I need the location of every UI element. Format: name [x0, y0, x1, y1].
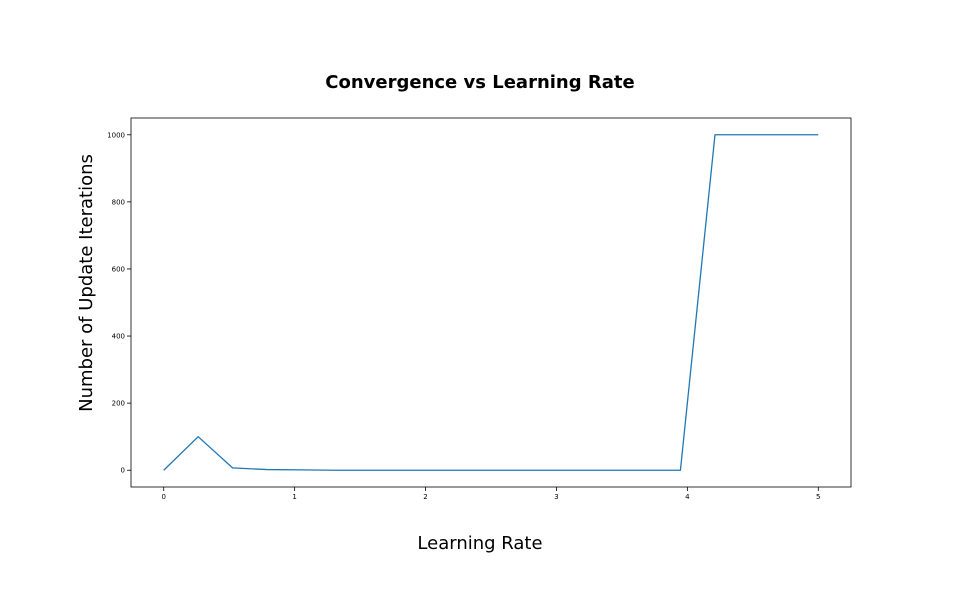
- x-tick-label: 0: [161, 493, 165, 501]
- y-tick-label: 0: [121, 467, 125, 475]
- y-axis-label: Number of Update Iterations: [76, 154, 97, 412]
- x-axis-label: Learning Rate: [417, 533, 542, 554]
- chart-title: Convergence vs Learning Rate: [325, 72, 634, 93]
- y-tick-label: 400: [112, 333, 125, 341]
- x-tick-label: 4: [685, 493, 690, 501]
- y-tick-label: 800: [112, 198, 125, 206]
- y-tick-label: 200: [112, 400, 125, 408]
- x-tick-label: 2: [423, 493, 427, 501]
- y-tick-label: 600: [112, 265, 125, 273]
- x-tick-label: 1: [292, 493, 296, 501]
- x-axis-ticks: 0 1 2 3 4 5: [161, 487, 821, 501]
- series-layer: [163, 134, 819, 471]
- y-tick-label: 1000: [107, 131, 125, 139]
- series-line-0: [163, 134, 819, 471]
- y-axis-ticks: 0 200 400 600 800 1000: [107, 131, 131, 475]
- plot-area-frame: [130, 117, 852, 488]
- x-tick-label: 3: [554, 493, 558, 501]
- x-tick-label: 5: [816, 493, 820, 501]
